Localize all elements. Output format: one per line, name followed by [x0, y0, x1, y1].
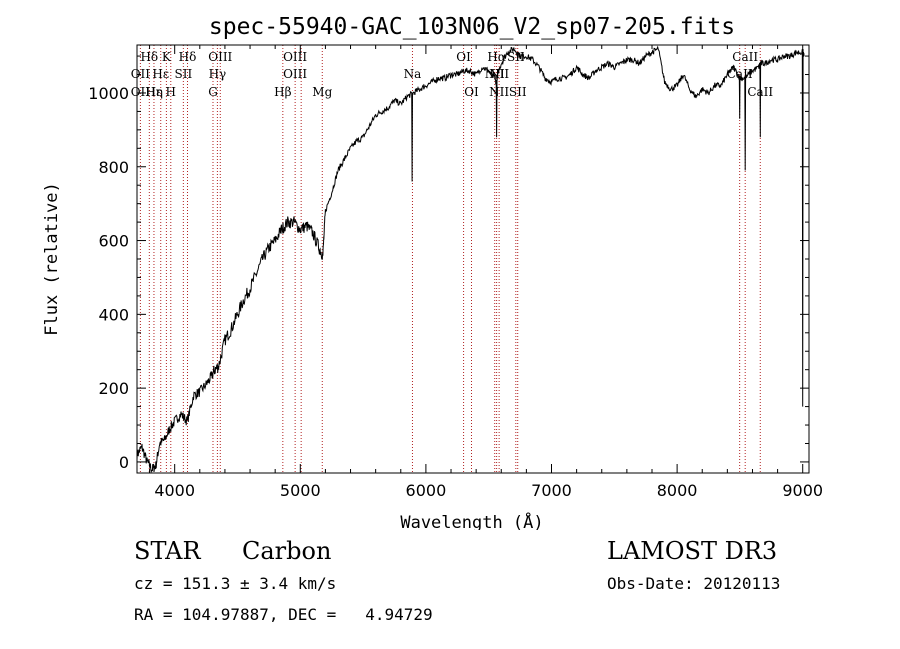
coordinates: RA = 104.97887, DEC = 4.94729 [134, 605, 433, 624]
line-label: K [162, 50, 172, 64]
y-tick-label: 400 [98, 305, 129, 324]
object-type: STAR [134, 537, 201, 565]
line-label: SII [174, 67, 192, 81]
line-label: H [166, 85, 176, 99]
line-label: OI [456, 50, 471, 64]
y-axis: 0 200 400 600 800 1000 [88, 55, 809, 472]
line-label: Hδ [140, 50, 158, 64]
x-axis: 4000 5000 6000 7000 8000 9000 [149, 45, 823, 500]
line-label: OIII [283, 50, 307, 64]
spectrum-chart: spec-55940-GAC_103N06_V2_sp07-205.fits H… [42, 14, 823, 530]
line-label: Hγ [209, 67, 227, 81]
line-label: Hη [145, 85, 163, 99]
x-tick-label: 5000 [280, 481, 321, 500]
line-label: G [208, 85, 218, 99]
y-tick-label: 200 [98, 379, 129, 398]
y-axis-label: Flux (relative) [42, 182, 62, 336]
line-label: OI [464, 85, 479, 99]
line-label: Hδ [179, 50, 197, 64]
velocity-readout: cz = 151.3 ± 3.4 km/s [134, 574, 337, 593]
series-group [136, 45, 805, 474]
line-label: OIII [283, 67, 307, 81]
line-label: OII [131, 67, 151, 81]
x-tick-label: 4000 [154, 481, 195, 500]
line-label: CaII [732, 50, 758, 64]
line-label: OII [131, 85, 151, 99]
line-label: Hε [146, 85, 163, 99]
line-label: NII [489, 67, 509, 81]
line-label: SII [509, 85, 527, 99]
line-label: OIII [208, 50, 232, 64]
x-tick-label: 6000 [406, 481, 447, 500]
spectrum-line [136, 45, 805, 474]
line-label: NII [489, 85, 509, 99]
chart-title: spec-55940-GAC_103N06_V2_sp07-205.fits [209, 14, 735, 40]
plot-frame [136, 44, 810, 474]
survey-name: LAMOST DR3 [607, 537, 778, 565]
line-label: Hβ [274, 85, 291, 99]
x-axis-label: Wavelength (Å) [400, 511, 543, 530]
x-tick-label: 8000 [657, 481, 698, 500]
x-tick-label: 9000 [782, 481, 823, 500]
y-tick-label: 600 [98, 232, 129, 251]
line-label: Hε [152, 67, 169, 81]
line-label: Mg [312, 85, 332, 99]
y-tick-label: 1000 [88, 84, 129, 103]
x-tick-label: 7000 [531, 481, 572, 500]
line-label: SII [507, 50, 525, 64]
y-tick-label: 800 [98, 158, 129, 177]
object-subclass: Carbon [242, 537, 332, 565]
line-label: Na [404, 67, 422, 81]
obs-date: Obs-Date: 20120113 [607, 574, 781, 593]
line-label: Hα [487, 50, 506, 64]
line-markers [139, 45, 761, 473]
y-tick-label: 0 [119, 453, 129, 472]
